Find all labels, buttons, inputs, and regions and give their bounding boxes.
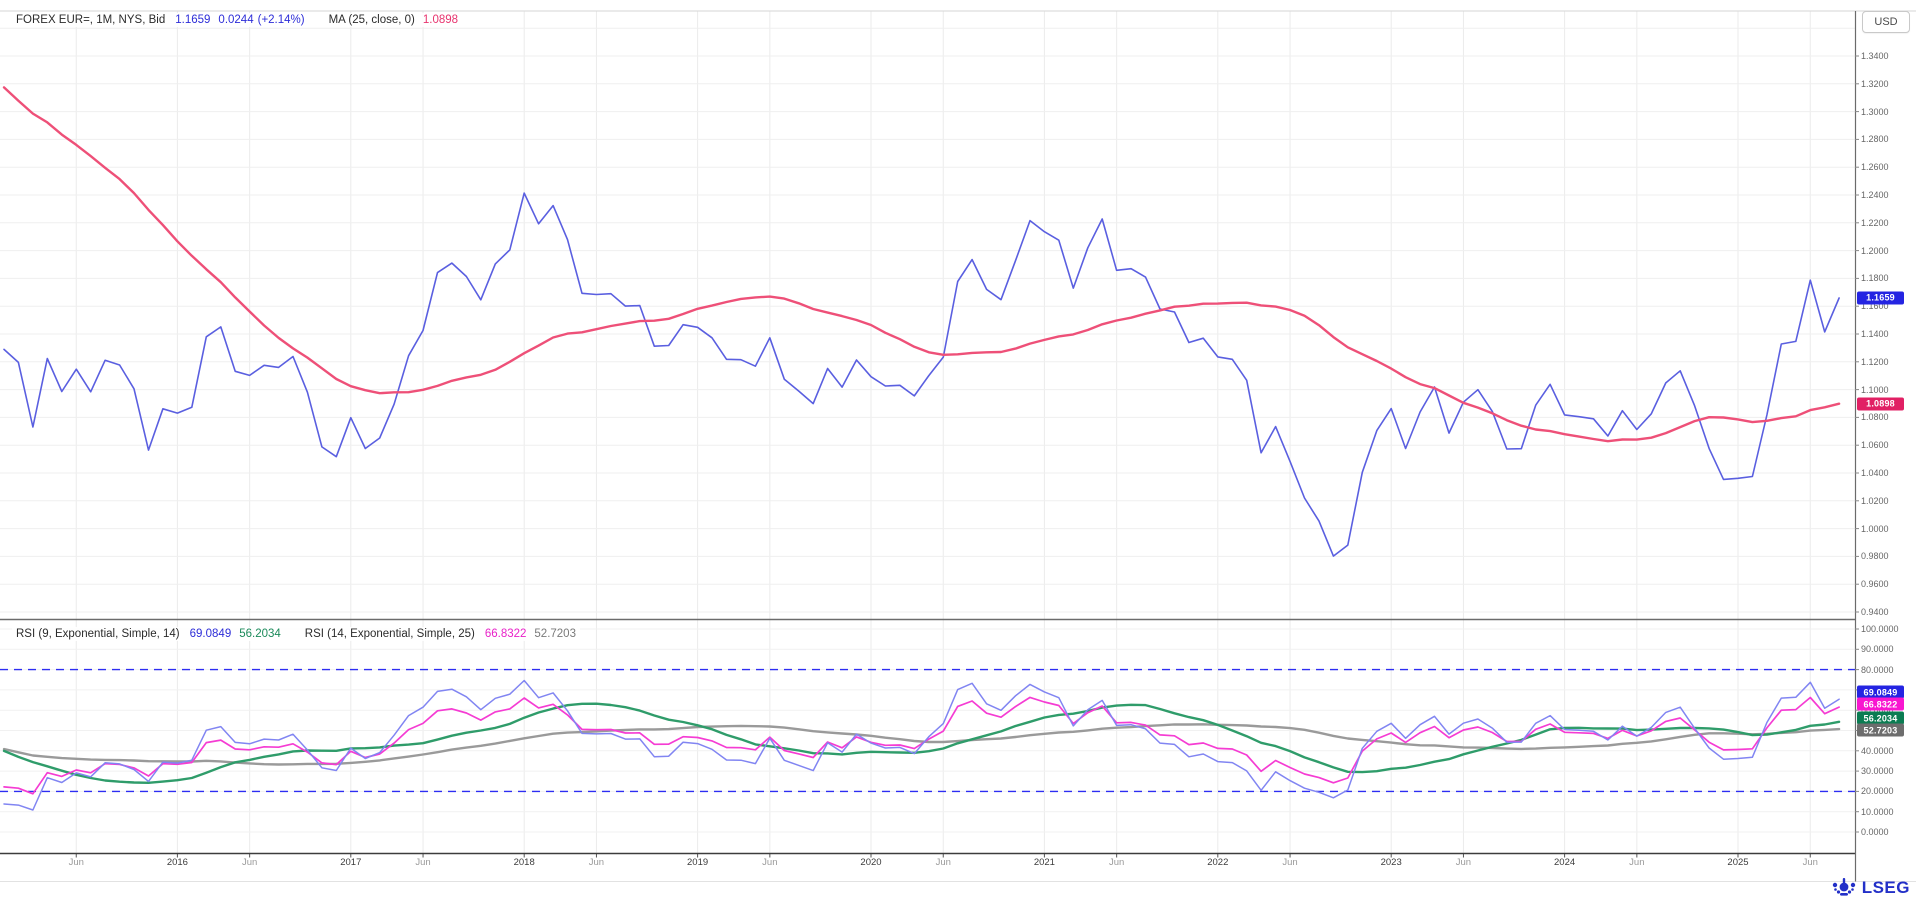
price-change: 0.0244 <box>218 14 254 26</box>
rsi-axis-tick-label: 10.0000 <box>1861 806 1894 817</box>
instrument-title: FOREX EUR=, 1M, NYS, Bid <box>16 14 166 26</box>
rsi-axis-tick-label: 0.0000 <box>1861 827 1889 837</box>
rsi2-smooth-value: 52.7203 <box>534 628 576 640</box>
time-axis-tick-label: Jun <box>68 857 84 868</box>
rsi-panel-header: RSI (9, Exponential, Simple, 14) 69.0849… <box>12 627 580 641</box>
price-axis-tick-label: 1.3400 <box>1861 51 1889 61</box>
price-axis-tick-label: 1.1400 <box>1861 329 1889 339</box>
time-axis-tick-label: 2024 <box>1554 857 1576 868</box>
axis-currency-chip: USD <box>1862 11 1910 33</box>
price-axis-tick-label: 1.2000 <box>1861 245 1889 256</box>
price-axis-tick-label: 1.3200 <box>1861 78 1889 89</box>
price-axis-tick-label: 1.3000 <box>1861 106 1889 117</box>
time-axis-tick-label: Jun <box>241 857 258 868</box>
price-axis-tick-label: 1.1200 <box>1861 356 1889 367</box>
rsi-axis-tick-label: 30.0000 <box>1861 766 1894 777</box>
time-axis-tick-label: Jun <box>1282 857 1298 868</box>
rsi2-label: RSI (14, Exponential, Simple, 25) <box>304 628 475 640</box>
price-change-pct: (+2.14%) <box>257 14 305 26</box>
lseg-logo-text: LSEG <box>1861 878 1910 897</box>
lseg-logo: LSEG <box>1831 877 1910 899</box>
price-axis-tick-label: 1.2800 <box>1861 134 1889 145</box>
rsi14-smooth-line <box>2 723 1841 766</box>
rsi1-label: RSI (9, Exponential, Simple, 14) <box>16 628 180 640</box>
price-axis-tick-label: 1.2600 <box>1861 162 1889 173</box>
price-axis-tick-label: 1.0000 <box>1861 523 1889 534</box>
panel-borders <box>0 10 1916 882</box>
rsi9-line <box>3 679 1840 811</box>
price-line <box>3 192 1840 557</box>
price-axis-tick-label: 1.1000 <box>1861 384 1889 395</box>
time-axis-tick-label: Jun <box>1629 857 1645 868</box>
rsi2-value: 66.8322 <box>484 628 527 640</box>
rsi1-value: 69.0849 <box>189 628 232 640</box>
gridlines <box>0 11 1855 854</box>
time-axis-tick-label: 2023 <box>1380 857 1402 868</box>
rsi9-smooth-axis-badge: 56.2034 <box>1857 711 1904 725</box>
rsi1-smooth-value: 56.2034 <box>239 628 281 640</box>
rsi-threshold-lines <box>0 668 1855 793</box>
rsi-axis-tick-label: 80.0000 <box>1861 664 1894 675</box>
last-price: 1.1659 <box>175 14 211 26</box>
time-axis-tick-label: 2021 <box>1033 857 1055 868</box>
price-axis-tick-label: 1.0600 <box>1861 440 1889 451</box>
ma-indicator-label: MA (25, close, 0) <box>328 14 415 26</box>
rsi-axis-tick-label: 20.0000 <box>1861 786 1894 797</box>
ma-value-axis-badge: 1.0898 <box>1857 397 1904 411</box>
price-axis-tick-label: 1.1800 <box>1861 273 1889 284</box>
time-axis-tick-label: Jun <box>762 857 778 868</box>
ma-indicator-value: 1.0898 <box>422 14 459 26</box>
price-axis-tick-label: 1.0200 <box>1861 495 1889 506</box>
time-axis-tick-label: Jun <box>1108 857 1125 868</box>
price-axis-tick-label: 1.1600 <box>1861 301 1889 312</box>
lseg-crest-icon <box>1832 878 1855 896</box>
time-axis-tick-label: Jun <box>1802 857 1818 868</box>
price-axis-tick-label: 0.9400 <box>1861 607 1889 617</box>
time-axis-tick-label: Jun <box>588 857 605 868</box>
time-axis-tick-label: 2017 <box>340 857 362 868</box>
time-axis-tick-label: 2019 <box>687 857 709 868</box>
price-axis-tick-label: 1.2400 <box>1861 190 1889 200</box>
price-axis-tick-label: 1.0400 <box>1861 468 1889 478</box>
price-axis-tick-label: 1.2200 <box>1861 217 1889 228</box>
rsi14-smooth-axis-badge: 52.7203 <box>1857 723 1904 737</box>
price-axis-tick-label: 0.9800 <box>1861 551 1889 562</box>
rsi-axis-tick-label: 40.0000 <box>1861 745 1894 756</box>
time-axis-tick-label: 2020 <box>860 857 882 868</box>
time-axis-tick-label: 2022 <box>1207 857 1229 868</box>
rsi9-smooth-line <box>2 702 1841 784</box>
rsi-axis-tick-label: 100.0000 <box>1861 624 1899 634</box>
time-axis-tick-label: Jun <box>1455 857 1472 868</box>
rsi9-axis-badge: 69.0849 <box>1857 685 1904 699</box>
rsi14-axis-badge: 66.8322 <box>1857 697 1904 711</box>
time-axis-tick-label: 2016 <box>166 857 188 868</box>
time-axis-tick-label: Jun <box>415 857 431 868</box>
time-axis-tick-label: 2025 <box>1727 857 1749 868</box>
ma-line <box>2 86 1841 443</box>
last-price-axis-badge: 1.1659 <box>1857 291 1904 305</box>
price-axis-tick-label: 0.9600 <box>1861 579 1889 590</box>
rsi-axis-tick-label: 90.0000 <box>1861 644 1894 655</box>
time-axis-tick-label: 2018 <box>513 857 535 868</box>
price-panel-header: FOREX EUR=, 1M, NYS, Bid 1.1659 0.0244 (… <box>12 13 463 27</box>
price-axis-tick-label: 1.0800 <box>1861 412 1889 423</box>
time-axis-tick-label: Jun <box>935 857 951 868</box>
